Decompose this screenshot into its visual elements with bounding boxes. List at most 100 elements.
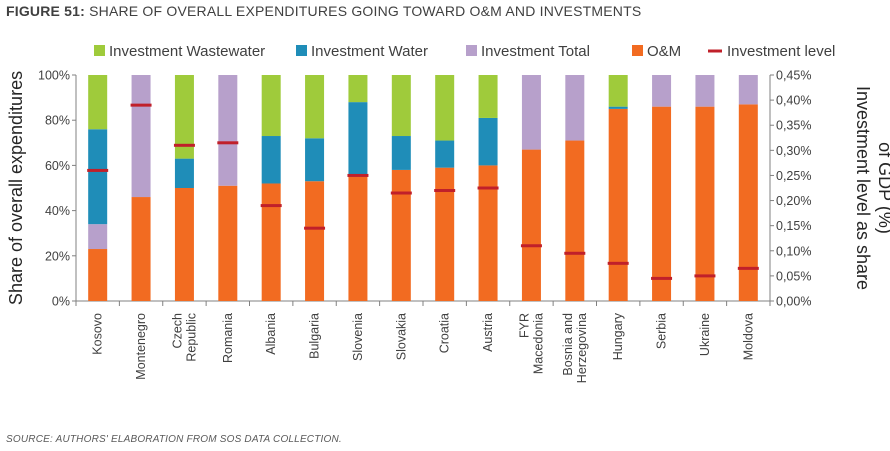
bar-investment-wastewater: [608, 75, 628, 107]
bar-investment-water: [348, 102, 368, 177]
x-tick-label: Montenegro: [134, 313, 148, 380]
bar-investment-wastewater: [435, 75, 455, 141]
y2-tick-label: 0,30%: [776, 144, 811, 158]
y2-axis-title: Investment level as share: [853, 86, 873, 290]
y2-tick-label: 0,45%: [776, 69, 811, 83]
bar-investment-water: [435, 140, 455, 168]
bar-investment-wastewater: [261, 75, 281, 137]
bar-o-m: [738, 104, 758, 301]
bar-investment-water: [478, 117, 498, 166]
x-tick-label: Romania: [221, 313, 235, 363]
bar-investment-total: [565, 75, 585, 141]
y-tick-label: 60%: [45, 159, 70, 173]
legend-label: Investment Total: [481, 43, 590, 60]
legend-swatch: [296, 45, 307, 56]
x-tick-label: Republic: [184, 313, 198, 362]
x-tick-label: FYR: [517, 313, 531, 338]
bar-o-m: [521, 149, 541, 301]
bar-investment-water: [391, 136, 411, 170]
x-tick-label: Czech: [170, 313, 184, 348]
x-tick-label: Serbia: [655, 313, 669, 349]
y-tick-label: 40%: [45, 204, 70, 218]
bar-o-m: [131, 197, 151, 301]
bar-o-m: [305, 181, 325, 301]
investment-level-marker: [130, 103, 152, 107]
y2-tick-label: 0,00%: [776, 295, 811, 309]
x-tick-label: Slovakia: [394, 313, 408, 360]
investment-level-marker: [390, 191, 412, 195]
bar-o-m: [652, 106, 672, 301]
legend-swatch: [466, 45, 477, 56]
legend-label: Investment Water: [311, 43, 428, 60]
investment-level-marker: [477, 186, 499, 190]
figure-number: FIGURE 51:: [6, 3, 86, 19]
bar-o-m: [261, 183, 281, 301]
bar-investment-wastewater: [305, 75, 325, 139]
x-tick-label: Austria: [481, 313, 495, 352]
x-tick-label: Ukraine: [698, 313, 712, 356]
bar-investment-wastewater: [478, 75, 498, 118]
bar-investment-total: [738, 75, 758, 105]
bar-investment-wastewater: [348, 75, 368, 103]
bar-o-m: [565, 140, 585, 301]
legend-label: Investment Wastewater: [109, 43, 265, 60]
bar-o-m: [88, 249, 108, 301]
legend-swatch: [94, 45, 105, 56]
x-tick-label: Moldova: [741, 313, 755, 360]
investment-level-marker: [564, 251, 586, 255]
y2-axis-title: of GDP (%): [875, 142, 890, 234]
x-tick-label: Slovenia: [351, 313, 365, 361]
bar-o-m: [174, 188, 194, 301]
y-axis-title: Share of overall expenditures: [6, 71, 26, 305]
bar-investment-wastewater: [391, 75, 411, 137]
bar-o-m: [435, 167, 455, 301]
bar-o-m: [391, 169, 411, 301]
y-tick-label: 0%: [52, 295, 70, 309]
y2-tick-label: 0,10%: [776, 244, 811, 258]
y-tick-label: 80%: [45, 114, 70, 128]
investment-level-marker: [87, 168, 109, 172]
stacked-bar-chart: 0% 20% 40% 60% 80% 100% 0,00% 0,05% 0,10% 0,15% 0,…: [6, 43, 890, 383]
figure-source: SOURCE: AUTHORS' ELABORATION FROM SOS DA…: [6, 434, 342, 445]
investment-level-marker: [217, 141, 239, 145]
x-tick-label: Croatia: [438, 313, 452, 353]
x-tick-label: Macedonia: [531, 313, 545, 374]
legend-label: O&M: [647, 43, 681, 60]
bar-o-m: [218, 185, 238, 301]
bar-o-m: [348, 176, 368, 301]
y2-tick-label: 0,20%: [776, 194, 811, 208]
investment-level-marker: [260, 204, 282, 208]
investment-level-marker: [737, 266, 759, 270]
x-tick-label: Hungary: [611, 312, 625, 360]
figure-title-text: SHARE OF OVERALL EXPENDITURES GOING TOWA…: [89, 3, 642, 19]
y-tick-label: 20%: [45, 249, 70, 263]
bar-investment-total: [88, 224, 108, 250]
bar-investment-total: [521, 75, 541, 150]
legend-label: Investment level: [727, 43, 835, 60]
x-tick-label: Bosnia and: [561, 313, 575, 376]
bar-investment-water: [305, 138, 325, 182]
bar-o-m: [478, 165, 498, 301]
bar-investment-water: [174, 158, 194, 188]
investment-level-marker: [694, 274, 716, 278]
bar-investment-total: [652, 75, 672, 107]
investment-level-marker: [651, 276, 673, 280]
y2-tick-label: 0,15%: [776, 219, 811, 233]
investment-level-marker: [607, 261, 629, 265]
x-tick-label: Albania: [264, 313, 278, 355]
bar-o-m: [695, 106, 715, 301]
x-tick-label: Bulgaria: [308, 313, 322, 359]
bar-investment-wastewater: [88, 75, 108, 130]
bar-investment-total: [218, 75, 238, 186]
figure-title: FIGURE 51: SHARE OF OVERALL EXPENDITURES…: [6, 3, 641, 19]
bar-investment-water: [608, 106, 628, 109]
x-tick-label: Herzegovina: [575, 313, 589, 383]
investment-level-marker: [173, 143, 195, 147]
y2-tick-label: 0,40%: [776, 94, 811, 108]
y2-tick-label: 0,35%: [776, 119, 811, 133]
investment-level-marker: [520, 244, 542, 248]
bar-investment-water: [88, 129, 108, 225]
y2-tick-label: 0,25%: [776, 169, 811, 183]
bar-o-m: [608, 108, 628, 302]
investment-level-marker: [304, 226, 326, 230]
